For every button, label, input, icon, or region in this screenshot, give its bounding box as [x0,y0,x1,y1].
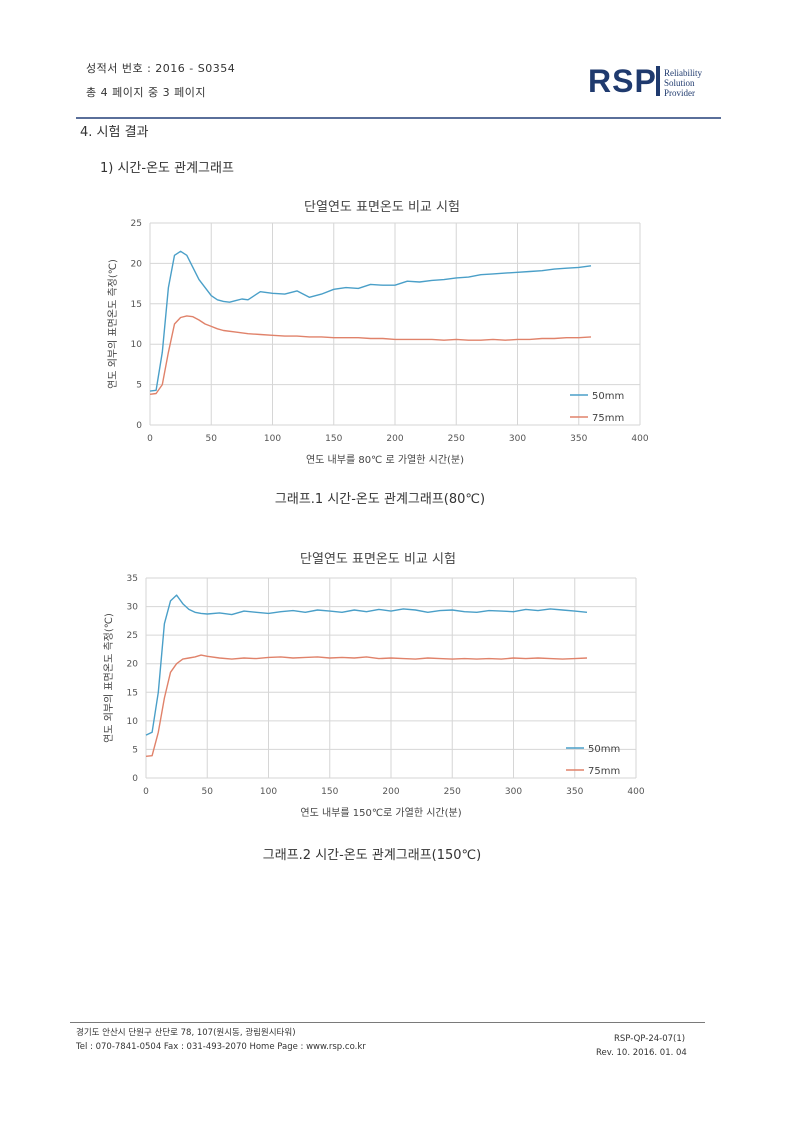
logo-line-2: Solution [664,78,695,88]
x-tick-label: 250 [448,434,465,444]
chart-1-title: 단열연도 표면온도 비교 시험 [304,200,460,215]
x-axis-label: 연도 내부를 80℃ 로 가열한 시간(분) [306,454,464,466]
x-tick-label: 50 [202,787,214,797]
y-axis-label: 연도 외부의 표면온도 측정(℃) [107,259,119,389]
section-title: 4. 시험 결과 [80,125,149,140]
legend-label-75mm: 75mm [592,413,624,424]
x-tick-label: 100 [260,787,277,797]
chart-1-caption: 그래프.1 시간-온도 관계그래프(80℃) [274,492,486,507]
y-axis-label: 연도 외부의 표면온도 측정(℃) [103,613,115,743]
section-subtitle: 1) 시간-온도 관계그래프 [100,161,234,176]
legend-label-75mm: 75mm [588,766,620,777]
page-info: 총 4 페이지 중 3 페이지 [86,86,206,99]
y-tick-label: 0 [136,421,142,431]
x-tick-label: 400 [627,787,644,797]
x-axis-label: 연도 내부를 150℃로 가열한 시간(분) [300,807,461,819]
y-tick-label: 15 [127,688,138,698]
chart-2-title: 단열연도 표면온도 비교 시험 [300,552,456,567]
series-line-50mm [145,594,588,736]
logo-line-3: Provider [664,88,695,98]
series-line-75mm [149,315,592,395]
legend-label-50mm: 50mm [592,391,624,402]
chart-2-caption: 그래프.2 시간-온도 관계그래프(150℃) [262,848,482,863]
x-tick-label: 0 [143,787,149,797]
x-tick-label: 250 [444,787,461,797]
x-tick-label: 300 [505,787,522,797]
footer-doc-code: RSP-QP-24-07(1) [614,1034,686,1044]
series-line-75mm [145,654,588,757]
y-tick-label: 0 [132,774,138,784]
x-tick-label: 150 [321,787,338,797]
x-tick-label: 400 [631,434,648,444]
logo-line-1: Reliability [664,68,702,78]
y-tick-label: 10 [131,340,143,350]
x-tick-label: 50 [206,434,218,444]
y-tick-label: 15 [131,300,142,310]
y-tick-label: 10 [127,717,139,727]
series-line-50mm [149,250,592,392]
y-tick-label: 25 [127,631,138,641]
y-tick-label: 5 [132,745,138,755]
x-tick-label: 0 [147,434,153,444]
y-tick-label: 5 [136,381,142,391]
y-tick-label: 35 [127,574,138,584]
y-tick-label: 25 [131,219,142,229]
x-tick-label: 300 [509,434,526,444]
y-tick-label: 30 [127,603,139,613]
x-tick-label: 350 [566,787,583,797]
footer-rule [70,1022,705,1023]
report-number: 성적서 번호 : 2016 - S0354 [86,62,236,75]
footer-contact: Tel : 070-7841-0504 Fax : 031-493-2070 H… [76,1042,366,1052]
footer-address: 경기도 안산시 단원구 산단로 78, 107(원시동, 광림원시타워) [76,1028,296,1038]
y-tick-label: 20 [127,660,139,670]
legend-label-50mm: 50mm [588,744,620,755]
rsp-logo: RSP Reliability Solution Provider [588,64,718,100]
logo-mark: RSP [588,63,657,99]
y-tick-label: 20 [131,259,143,269]
footer-revision: Rev. 10. 2016. 01. 04 [596,1048,687,1058]
x-tick-label: 100 [264,434,281,444]
x-tick-label: 350 [570,434,587,444]
logo-bar [656,66,660,96]
x-tick-label: 200 [386,434,403,444]
x-tick-label: 200 [382,787,399,797]
header-rule [76,117,721,119]
x-tick-label: 150 [325,434,342,444]
